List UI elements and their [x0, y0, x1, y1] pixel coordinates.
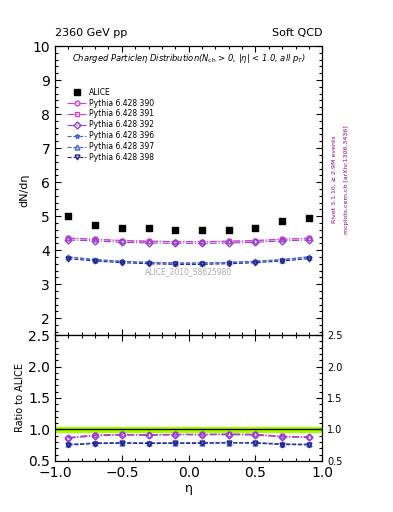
Text: Soft QCD: Soft QCD — [272, 28, 322, 38]
Bar — [55, 427, 322, 432]
Point — [306, 214, 312, 222]
X-axis label: η: η — [185, 482, 193, 496]
Point — [226, 226, 232, 234]
Legend: ALICE, Pythia 6.428 390, Pythia 6.428 391, Pythia 6.428 392, Pythia 6.428 396, P: ALICE, Pythia 6.428 390, Pythia 6.428 39… — [64, 84, 158, 165]
Point — [279, 217, 285, 225]
Point — [145, 224, 152, 232]
Y-axis label: dN/dη: dN/dη — [20, 174, 30, 207]
Text: Rivet 3.1.10, ≥ 2.9M events: Rivet 3.1.10, ≥ 2.9M events — [332, 135, 337, 223]
Y-axis label: Ratio to ALICE: Ratio to ALICE — [15, 364, 26, 433]
Point — [199, 226, 205, 234]
Point — [65, 212, 72, 220]
Text: mcplots.cern.ch [arXiv:1306.3436]: mcplots.cern.ch [arXiv:1306.3436] — [344, 125, 349, 233]
Point — [119, 224, 125, 232]
Point — [92, 221, 98, 229]
Point — [172, 226, 178, 234]
Point — [252, 224, 259, 232]
Text: 2360 GeV pp: 2360 GeV pp — [55, 28, 127, 38]
Text: ALICE_2010_S8625980: ALICE_2010_S8625980 — [145, 267, 232, 276]
Text: Charged Particle$\mathit{\eta}$ Distribution($N_{\mathrm{ch}}$ > 0, |$\eta$| < 1: Charged Particle$\mathit{\eta}$ Distribu… — [72, 52, 306, 65]
